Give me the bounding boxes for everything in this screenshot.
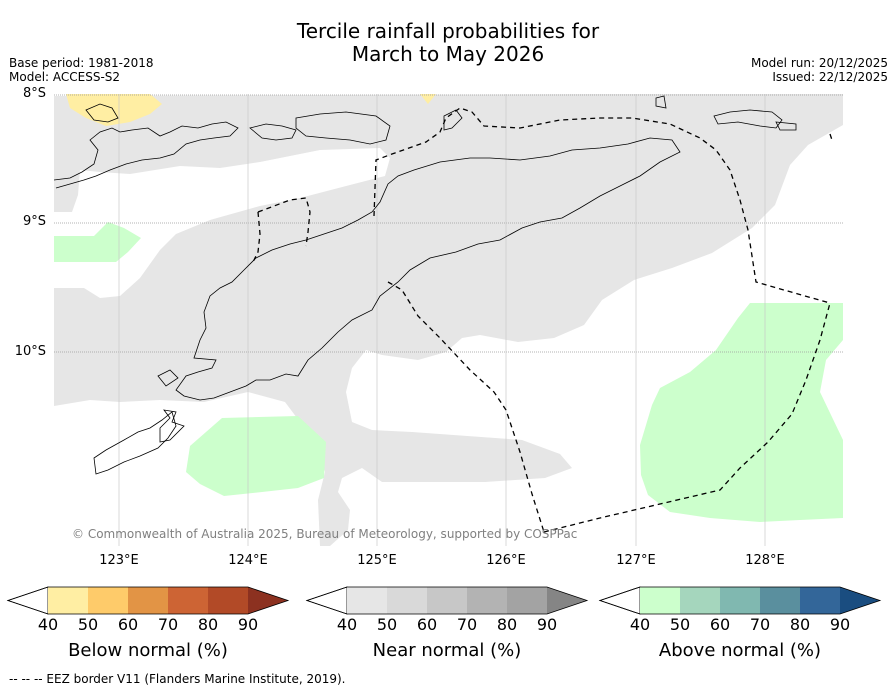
- lon-label: 125°E: [357, 553, 397, 568]
- map-title: Tercile rainfall probabilities for March…: [0, 20, 896, 66]
- copyright-notice: © Commonwealth of Australia 2025, Bureau…: [72, 527, 578, 541]
- below-normal-region-small: [420, 94, 436, 104]
- lon-label: 126°E: [486, 553, 526, 568]
- colorbar-tick-label: 60: [117, 615, 139, 634]
- lat-label: 10°S: [14, 344, 46, 359]
- coastline: [54, 95, 797, 475]
- colorbar-tick-label: 50: [77, 615, 99, 634]
- colorbar-segment: [680, 587, 720, 614]
- colorbar-below-normal: [6, 586, 290, 615]
- lon-label: 127°E: [616, 553, 656, 568]
- map-area: [54, 94, 843, 546]
- below-normal-region: [66, 94, 162, 126]
- colorbar-segment: [128, 587, 168, 614]
- colorbar-title-below: Below normal (%): [68, 640, 228, 661]
- eez-border: [251, 107, 833, 533]
- colorbar-segment: [48, 587, 88, 614]
- issued-date: Issued: 22/12/2025: [772, 70, 888, 84]
- colorbar-upper-extension: [248, 587, 288, 614]
- colorbar-tick-label: 50: [376, 615, 398, 634]
- model-name: Model: ACCESS-S2: [9, 70, 121, 84]
- colorbar-tick-label: 70: [749, 615, 771, 634]
- gridlines: [54, 94, 843, 546]
- colorbar-tick-label: 40: [629, 615, 651, 634]
- eez-footer-note: -- -- -- EEZ border V11 (Flanders Marine…: [9, 672, 346, 686]
- lon-label: 123°E: [99, 553, 139, 568]
- colorbar-tick-label: 90: [237, 615, 259, 634]
- colorbar-tick-label: 80: [789, 615, 811, 634]
- colorbar-upper-extension: [547, 587, 587, 614]
- colorbar-title-near: Near normal (%): [372, 640, 522, 661]
- colorbar-upper-extension: [840, 587, 880, 614]
- lat-label: 8°S: [22, 86, 46, 101]
- lon-label: 124°E: [228, 553, 268, 568]
- colorbar-tick-label: 50: [669, 615, 691, 634]
- colorbar-tick-label: 40: [336, 615, 358, 634]
- colorbar-tick-label: 90: [536, 615, 558, 634]
- colorbar-tick-label: 60: [416, 615, 438, 634]
- colorbar-title-above: Above normal (%): [658, 640, 822, 661]
- colorbar-segment: [88, 587, 128, 614]
- colorbar-segment: [168, 587, 208, 614]
- above-normal-region: [640, 303, 843, 522]
- colorbar-tick-label: 40: [37, 615, 59, 634]
- meta-left: Base period: 1981-2018 Model: ACCESS-S2: [9, 56, 154, 84]
- colorbar-lower-extension: [305, 586, 348, 615]
- model-run: Model run: 20/12/2025: [750, 56, 888, 70]
- above-normal-region: [54, 222, 141, 262]
- meta-right: Model run: 20/12/2025 Issued: 22/12/2025: [751, 56, 888, 84]
- colorbar-segment: [467, 587, 507, 614]
- title-line-1: Tercile rainfall probabilities for: [296, 19, 600, 43]
- colorbar-tick-label: 60: [709, 615, 731, 634]
- colorbar-lower-extension: [6, 586, 49, 615]
- colorbar-segment: [507, 587, 547, 614]
- colorbar-outline: [305, 586, 589, 615]
- colorbar-tick-label: 80: [197, 615, 219, 634]
- colorbar-outline: [598, 586, 882, 615]
- colorbar-segment: [800, 587, 840, 614]
- colorbar-segment: [640, 587, 680, 614]
- colorbar-tick-label: 80: [496, 615, 518, 634]
- colorbar-near-normal: [305, 586, 589, 615]
- colorbar-segment: [347, 587, 387, 614]
- colorbar-outline: [6, 586, 290, 615]
- near-normal-region: [54, 94, 843, 546]
- title-line-2: March to May 2026: [351, 42, 545, 66]
- colorbar-tick-label: 70: [456, 615, 478, 634]
- lon-label: 128°E: [745, 553, 785, 568]
- colorbar-segment: [387, 587, 427, 614]
- lat-label: 9°S: [22, 214, 46, 229]
- base-period: Base period: 1981-2018: [9, 56, 154, 70]
- colorbar-tick-label: 70: [157, 615, 179, 634]
- colorbar-segment: [427, 587, 467, 614]
- colorbar-segment: [208, 587, 248, 614]
- colorbar-segment: [720, 587, 760, 614]
- above-normal-region: [186, 416, 326, 496]
- colorbar-above-normal: [598, 586, 882, 615]
- colorbar-segment: [760, 587, 800, 614]
- colorbar-tick-label: 90: [829, 615, 851, 634]
- colorbar-lower-extension: [598, 586, 641, 615]
